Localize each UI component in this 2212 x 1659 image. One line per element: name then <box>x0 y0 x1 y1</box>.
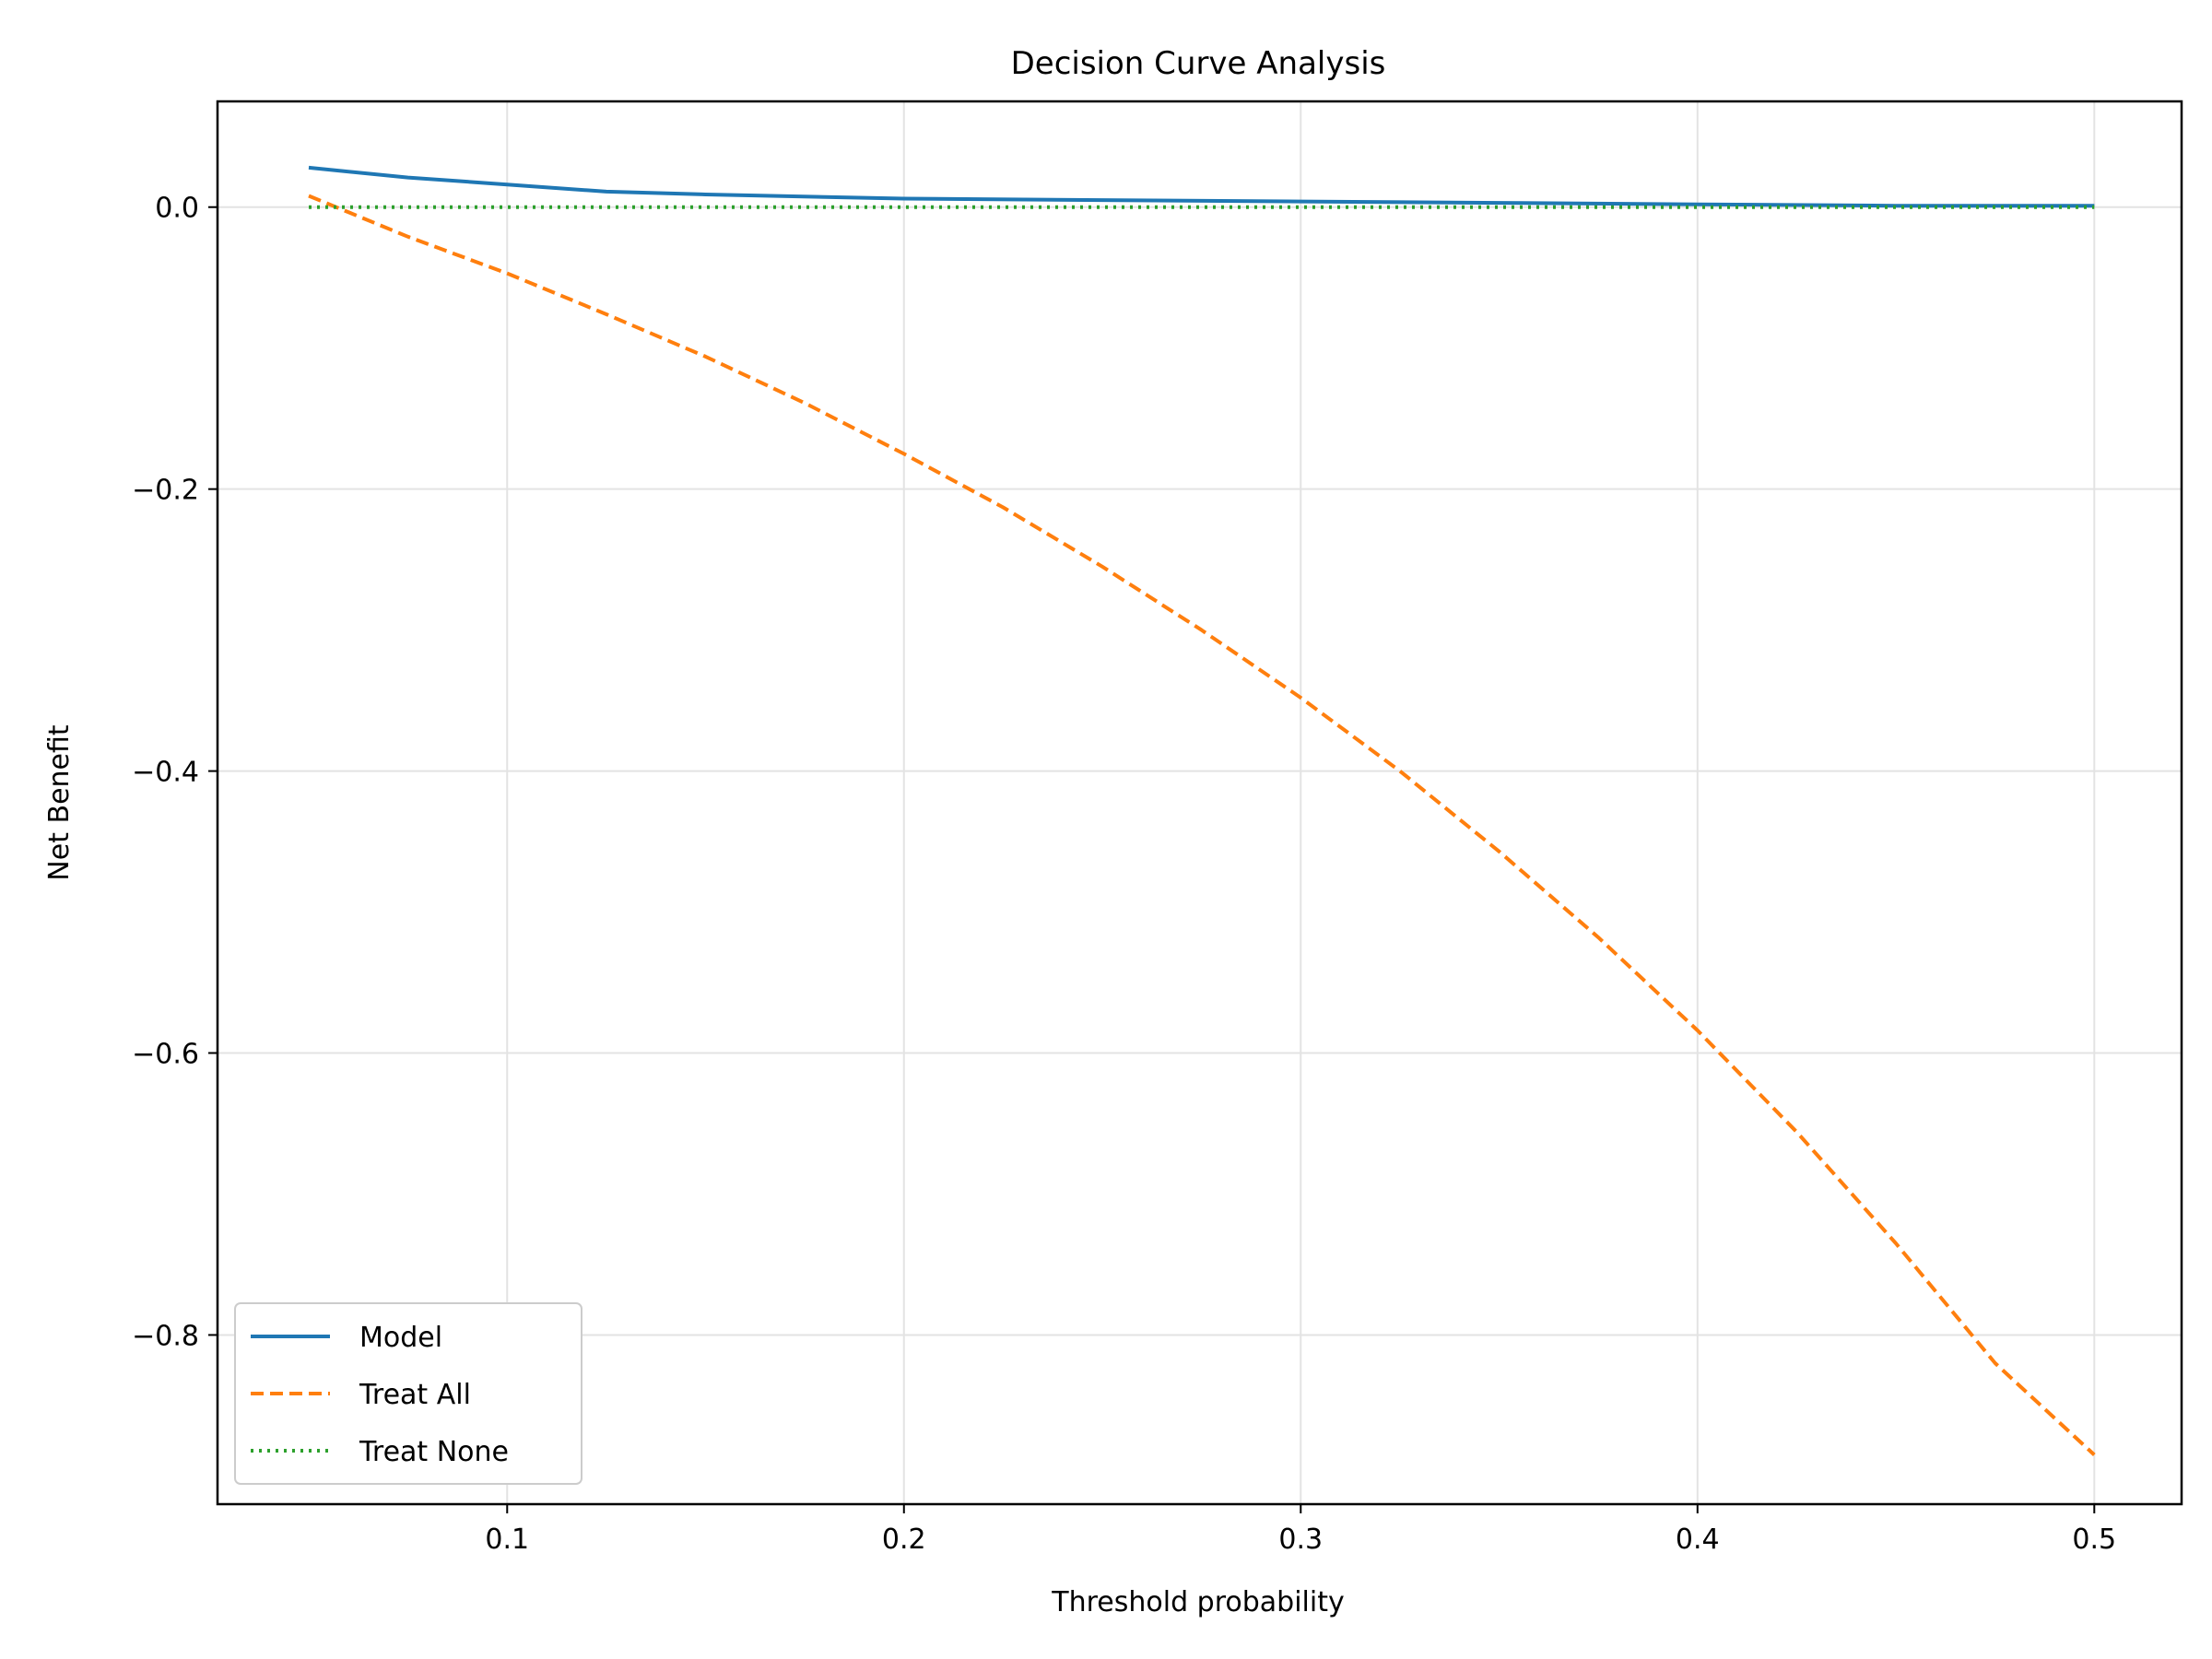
y-tick-label: −0.6 <box>132 1039 199 1071</box>
legend: Model Treat All Treat None <box>234 1302 582 1485</box>
x-tick-label: 0.4 <box>1676 1524 1720 1556</box>
legend-label: Model <box>359 1322 442 1354</box>
series-line-treat-all <box>308 194 2096 1456</box>
tick-layer: 0.1 0.2 0.3 0.4 0.5 0.0 −0.2 −0.4 −0.6 −0.8 <box>132 193 2116 1556</box>
legend-label: Treat All <box>359 1379 471 1411</box>
legend-box <box>234 1302 582 1485</box>
series-line-model <box>308 165 2095 208</box>
x-axis-label: Threshold probability <box>1051 1586 1344 1618</box>
series-layer <box>308 165 2096 1456</box>
plot-frame <box>216 100 2183 1506</box>
legend-label: Treat None <box>359 1436 509 1468</box>
y-tick-label: 0.0 <box>155 193 199 225</box>
x-tick-label: 0.1 <box>485 1524 529 1556</box>
x-tick-label: 0.5 <box>2072 1524 2116 1556</box>
y-axis-label: Net Benefit <box>43 724 76 881</box>
x-tick-label: 0.2 <box>882 1524 926 1556</box>
grid-layer <box>218 101 2182 1504</box>
y-tick-label: −0.4 <box>132 757 199 789</box>
x-tick-label: 0.3 <box>1278 1524 1323 1556</box>
chart-title: Decision Curve Analysis <box>1011 45 1386 82</box>
y-tick-label: −0.2 <box>132 475 199 507</box>
y-tick-label: −0.8 <box>132 1320 199 1352</box>
